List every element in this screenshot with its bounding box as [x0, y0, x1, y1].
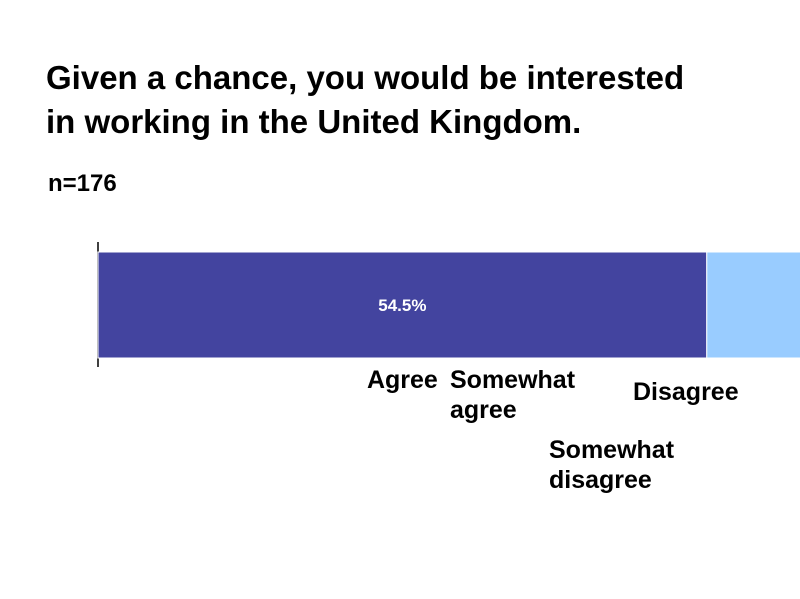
bar-segment-agree: [97, 251, 708, 359]
chart-title-line-1: Given a chance, you would be interested: [46, 59, 685, 96]
sample-size: n=176: [48, 170, 117, 197]
category-label-somewhat-agree-line-2: agree: [450, 396, 517, 424]
category-label-somewhat-disagree-line-2: disagree: [549, 466, 652, 494]
chart-title: Given a chance, you would be interested …: [46, 56, 766, 144]
category-label-somewhat-disagree-line-1: Somewhat: [549, 436, 675, 464]
category-label-somewhat-agree-line-1: Somewhat: [450, 366, 576, 394]
chart-title-line-2: in working in the United Kingdom.: [46, 103, 582, 140]
bar-segment-somewhat-agree: [706, 251, 800, 359]
category-label-agree: Agree: [367, 366, 438, 394]
category-label-disagree: Disagree: [633, 378, 739, 406]
data-label-agree: 54.5%: [378, 296, 426, 315]
